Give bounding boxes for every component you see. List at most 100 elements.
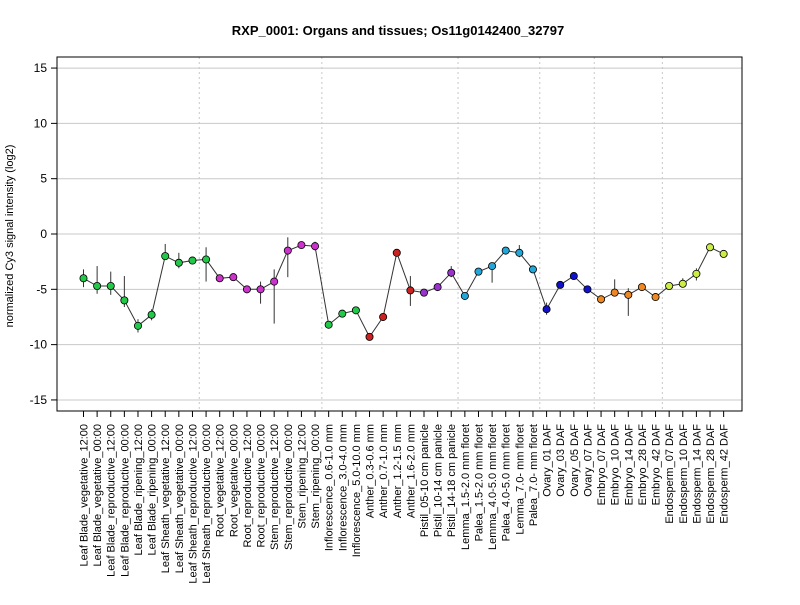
data-point <box>242 285 251 294</box>
category-label: Stem_reproductive_12:00 <box>269 424 281 550</box>
category-label: Palea_7.0- mm floret <box>528 424 540 526</box>
category-label: Leaf Blade_vegetative_12:00 <box>79 424 91 567</box>
data-point <box>528 265 537 274</box>
category-label: Embryo_10 DAF <box>610 424 622 506</box>
y-tick-label: 10 <box>34 116 48 130</box>
data-point <box>569 272 578 281</box>
category-label: Stem_reproductive_00:00 <box>283 424 295 550</box>
data-point <box>161 252 170 261</box>
series-layer <box>79 237 728 341</box>
data-point <box>447 268 456 277</box>
y-tick-label: -15 <box>30 393 48 407</box>
data-point <box>188 256 197 265</box>
category-label: Endosperm_10 DAF <box>678 424 690 524</box>
category-label: Endosperm_07 DAF <box>664 424 676 524</box>
data-point <box>419 288 428 297</box>
category-label: Leaf Blade_reproductive_00:00 <box>119 424 131 577</box>
y-tick-label: -5 <box>36 282 47 296</box>
category-label: Anther_0.3-0.6 mm <box>365 424 377 518</box>
data-point <box>297 241 306 250</box>
category-label: Root_vegetative_00:00 <box>228 424 240 537</box>
category-label: Pistil_14-18 cm panicle <box>446 424 458 537</box>
y-tick-label: -10 <box>30 338 48 352</box>
data-point <box>365 332 374 341</box>
data-point <box>311 242 320 251</box>
chart-title: RXP_0001: Organs and tissues; Os11g01424… <box>232 23 564 38</box>
data-point <box>488 262 497 271</box>
category-label: Endosperm_14 DAF <box>691 424 703 524</box>
data-point <box>610 288 619 297</box>
data-point <box>133 321 142 330</box>
category-label: Embryo_07 DAF <box>596 424 608 506</box>
data-point <box>392 248 401 257</box>
data-point <box>583 285 592 294</box>
category-label: Endosperm_28 DAF <box>705 424 717 524</box>
data-point <box>678 279 687 288</box>
data-point <box>637 283 646 292</box>
data-point <box>542 305 551 314</box>
y-tick-label: 0 <box>40 227 47 241</box>
data-point <box>597 295 606 304</box>
data-point <box>406 286 415 295</box>
category-label: Leaf Sheath_reproductive_12:00 <box>187 424 199 584</box>
data-point <box>515 248 524 257</box>
data-point <box>692 269 701 278</box>
data-point <box>147 310 156 319</box>
category-label: Inflorescence_5.0-10.0 mm <box>351 424 363 557</box>
category-label: Stem_ripening_00:00 <box>310 424 322 529</box>
data-point <box>202 255 211 264</box>
category-label: Ovary_07 DAF <box>582 424 594 497</box>
category-label: Pistil_10-14 cm panicle <box>433 424 445 537</box>
data-point <box>474 267 483 276</box>
category-label: Root_reproductive_12:00 <box>242 424 254 548</box>
data-point <box>324 320 333 329</box>
category-label: Ovary_03 DAF <box>555 424 567 497</box>
data-point <box>79 274 88 283</box>
data-point <box>460 291 469 300</box>
category-label: Pistil_05-10 cm panicle <box>419 424 431 537</box>
data-point <box>433 283 442 292</box>
y-tick-label: 15 <box>34 61 48 75</box>
category-label: Leaf Blade_ripening_00:00 <box>147 424 159 556</box>
data-point <box>229 273 238 282</box>
category-labels: Leaf Blade_vegetative_12:00 Leaf Blade_ve… <box>79 424 731 584</box>
y-axis-label: normalized Cy3 signal intensity (log2) <box>4 145 16 328</box>
category-label: Ovary_01 DAF <box>542 424 554 497</box>
category-label: Ovary_05 DAF <box>569 424 581 497</box>
data-point <box>706 243 715 252</box>
category-label: Leaf Blade_ripening_12:00 <box>133 424 145 556</box>
axes-layer: -15 -10 -5 0 5 10 15 <box>30 56 743 417</box>
data-point <box>283 246 292 255</box>
data-point <box>719 249 728 258</box>
grid-layer <box>57 57 742 411</box>
category-label: Inflorescence_0.6-1.0 mm <box>324 424 336 551</box>
category-label: Inflorescence_3.0-4.0 mm <box>337 424 349 551</box>
category-label: Palea_4.0-5.0 mm floret <box>501 424 513 541</box>
category-label: Leaf Sheath_vegetative_00:00 <box>174 424 186 573</box>
data-point <box>501 246 510 255</box>
data-point <box>120 296 129 305</box>
category-label: Endosperm_42 DAF <box>719 424 731 524</box>
data-point <box>651 293 660 302</box>
category-label: Leaf Blade_vegetative_00:00 <box>92 424 104 567</box>
data-point <box>379 312 388 321</box>
category-label: Lemma_7.0- mm floret <box>514 424 526 535</box>
category-label: Leaf Sheath_reproductive_00:00 <box>201 424 213 584</box>
category-label: Embryo_28 DAF <box>637 424 649 506</box>
category-label: Anther_1.6-2.0 mm <box>405 424 417 518</box>
category-label: Anther_1.2-1.5 mm <box>392 424 404 518</box>
category-label: Leaf Sheath_vegetative_12:00 <box>160 424 172 573</box>
category-label: Root_reproductive_00:00 <box>256 424 268 548</box>
category-label: Embryo_14 DAF <box>623 424 635 506</box>
data-point <box>665 281 674 290</box>
category-label: Stem_ripening_12:00 <box>296 424 308 529</box>
data-point <box>338 309 347 318</box>
data-point <box>256 285 265 294</box>
category-label: Embryo_42 DAF <box>651 424 663 506</box>
category-label: Lemma_4.0-5.0 mm floret <box>487 424 499 550</box>
data-point <box>270 277 279 286</box>
y-tick-label: 5 <box>40 172 47 186</box>
data-point <box>174 258 183 267</box>
